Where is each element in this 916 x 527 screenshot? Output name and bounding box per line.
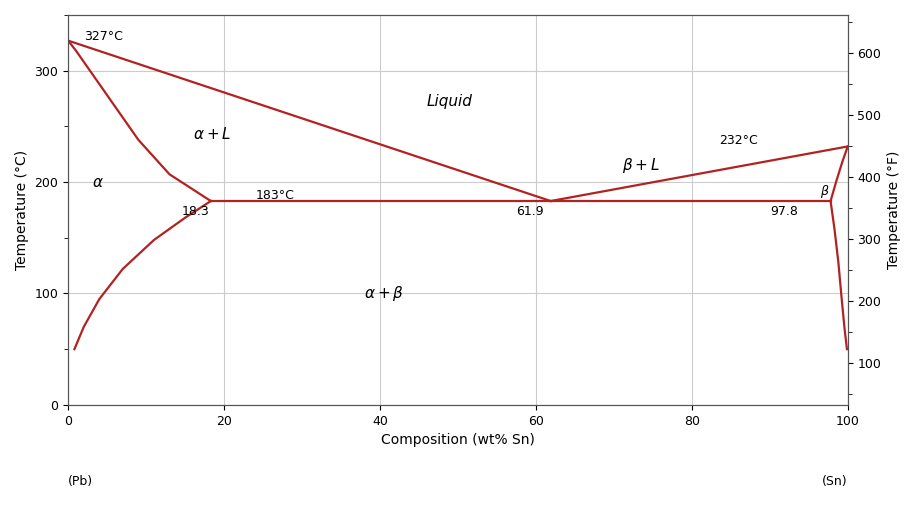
Text: 61.9: 61.9	[517, 204, 544, 218]
Y-axis label: Temperature (°C): Temperature (°C)	[15, 150, 29, 270]
Text: 232°C: 232°C	[719, 134, 758, 148]
Text: $\beta + L$: $\beta + L$	[622, 156, 660, 175]
Text: (Sn): (Sn)	[822, 475, 847, 488]
Text: 18.3: 18.3	[181, 204, 209, 218]
Text: $\alpha + L$: $\alpha + L$	[193, 126, 231, 142]
Text: $\beta$: $\beta$	[821, 182, 830, 200]
Text: (Pb): (Pb)	[68, 475, 93, 488]
Text: 183°C: 183°C	[256, 189, 294, 202]
Y-axis label: Temperature (°F): Temperature (°F)	[887, 151, 901, 269]
Text: Liquid: Liquid	[427, 94, 473, 110]
Text: 97.8: 97.8	[769, 204, 798, 218]
Text: 327°C: 327°C	[83, 30, 123, 43]
Text: $\alpha$: $\alpha$	[92, 174, 104, 190]
X-axis label: Composition (wt% Sn): Composition (wt% Sn)	[381, 433, 535, 447]
Text: $\alpha + \beta$: $\alpha + \beta$	[365, 284, 405, 303]
